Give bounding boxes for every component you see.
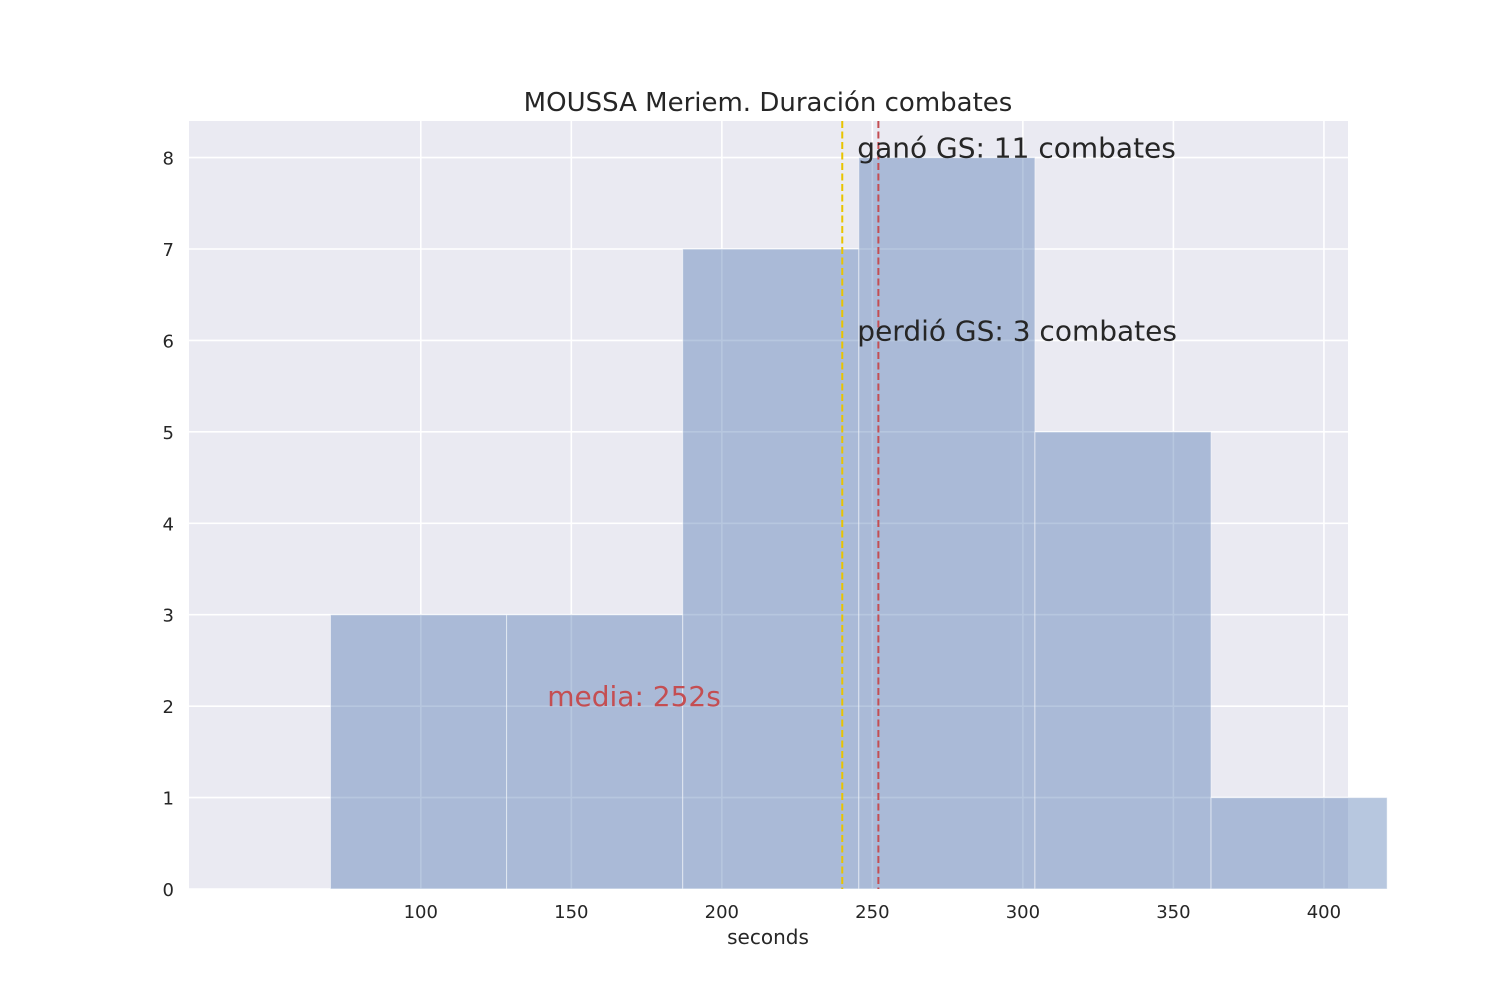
histogram-bar <box>1210 797 1388 890</box>
histogram-bar <box>682 248 860 890</box>
x-tick-label: 150 <box>554 902 588 923</box>
histogram-bar <box>858 157 1036 890</box>
x-tick-label: 350 <box>1156 902 1190 923</box>
x-axis-label: seconds <box>727 925 809 949</box>
chart-title: MOUSSA Meriem. Duración combates <box>524 88 1013 118</box>
y-tick-label: 8 <box>163 149 174 170</box>
y-tick-label: 4 <box>163 514 174 535</box>
histogram-bars <box>329 157 1388 890</box>
x-tick-label: 100 <box>404 902 438 923</box>
y-tick-label: 7 <box>163 240 174 261</box>
y-axis-ticks: 0 1 2 3 4 5 6 7 8 <box>163 149 174 901</box>
x-tick-label: 250 <box>855 902 889 923</box>
x-tick-label: 300 <box>1006 902 1040 923</box>
annotation-text: media: 252s <box>547 680 721 713</box>
histogram-bar <box>1034 431 1212 890</box>
y-tick-label: 6 <box>163 331 174 352</box>
x-tick-label: 400 <box>1307 902 1341 923</box>
annotations: ganó GS: 11 combates perdió GS: 3 combate… <box>547 132 1177 714</box>
annotation-text: perdió GS: 3 combates <box>857 314 1177 347</box>
y-tick-label: 2 <box>163 697 174 718</box>
y-tick-label: 0 <box>163 880 174 901</box>
histogram-bar <box>506 614 684 890</box>
annotation-text: ganó GS: 11 combates <box>857 132 1176 165</box>
y-tick-label: 5 <box>163 423 174 444</box>
y-tick-label: 1 <box>163 789 174 810</box>
histogram-bar <box>329 614 508 890</box>
x-axis-ticks: 100 150 200 250 300 350 400 <box>404 902 1341 923</box>
y-tick-label: 3 <box>163 606 174 627</box>
x-tick-label: 200 <box>705 902 739 923</box>
reference-lines <box>841 121 880 889</box>
